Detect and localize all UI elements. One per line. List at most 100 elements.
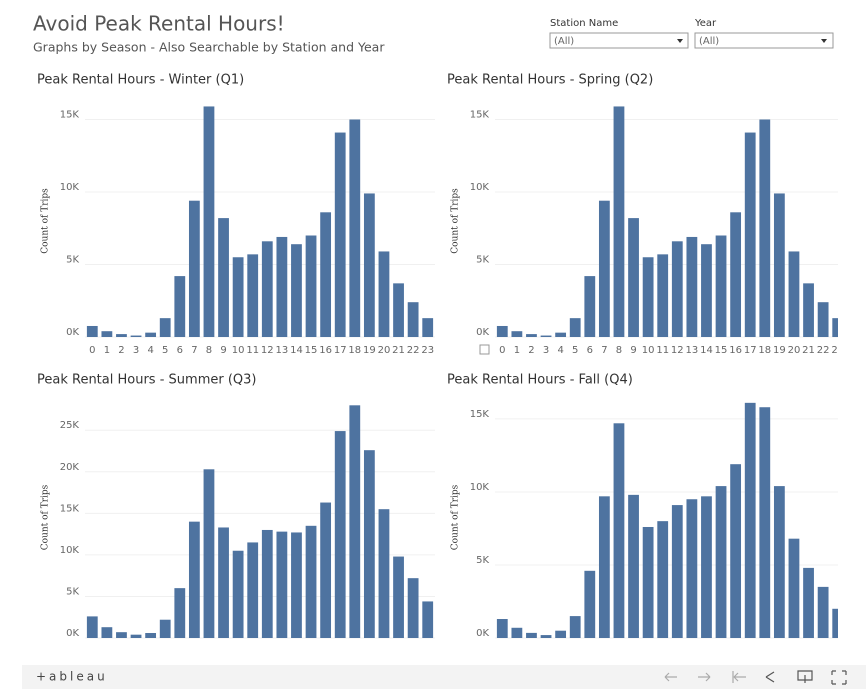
x-tick-label: 0 [89, 345, 95, 356]
x-tick-label: 15 [715, 345, 728, 356]
bar [349, 119, 361, 337]
y-tick-label: 5K [66, 255, 79, 266]
redo-icon[interactable] [698, 672, 711, 682]
y-tick-label: 15K [60, 110, 80, 121]
filter-dropdown[interactable] [549, 32, 689, 49]
dropdown-arrow [821, 39, 827, 43]
chart-title: Peak Rental Hours - Spring (Q2) [447, 73, 653, 88]
bar [642, 526, 654, 638]
filter-dropdown[interactable] [694, 32, 834, 49]
bar [305, 235, 317, 337]
y-tick-label: 0K [476, 327, 489, 338]
x-tick-label: 2 [528, 345, 534, 356]
bar [744, 132, 756, 337]
x-tick-label: 5 [162, 345, 168, 356]
bar [526, 632, 537, 638]
bar [686, 499, 698, 638]
bar [598, 496, 610, 638]
x-tick-label: 17 [744, 345, 757, 356]
x-tick-label: 1 [514, 345, 520, 356]
x-tick-label: 20 [788, 345, 801, 356]
x-tick-label: 23 [831, 345, 844, 356]
bar [145, 633, 157, 638]
bar [817, 302, 829, 337]
bar [422, 601, 434, 638]
fullscreen-icon[interactable] [831, 670, 847, 685]
bar [349, 405, 361, 638]
bar [671, 505, 683, 638]
bar [101, 331, 113, 337]
y-axis-label: Count of Trips [451, 484, 461, 550]
bar [584, 276, 596, 337]
bar [540, 335, 552, 337]
x-tick-label: 12 [671, 345, 684, 356]
bar [686, 236, 698, 337]
bar [657, 521, 669, 638]
bar [628, 218, 639, 337]
x-tick-label: 5 [572, 345, 578, 356]
bar [701, 496, 712, 638]
y-axis-label: Count of Trips [41, 188, 51, 254]
x-tick-label: 12 [261, 345, 274, 356]
x-tick-label: 11 [656, 345, 669, 356]
x-tick-label: 23 [421, 345, 434, 356]
download-icon[interactable] [797, 670, 813, 683]
y-tick-label: 10K [470, 182, 490, 193]
bar [232, 550, 244, 638]
bar [130, 634, 142, 638]
bar [86, 616, 98, 638]
bar [174, 588, 186, 638]
bar [526, 334, 537, 337]
revert-icon[interactable] [732, 671, 746, 683]
bar [261, 241, 273, 337]
x-tick-label: 15 [305, 345, 318, 356]
x-tick-label: 16 [729, 345, 742, 356]
share-icon[interactable] [765, 671, 775, 683]
bar [291, 532, 302, 638]
chart-title: Peak Rental Hours - Winter (Q1) [37, 73, 244, 88]
chart-panel: Peak Rental Hours - Fall (Q4) Count of Tr… [447, 373, 838, 639]
bar [422, 318, 434, 337]
bar [788, 538, 800, 638]
x-tick-label: 7 [601, 345, 607, 356]
x-tick-label: 4 [147, 345, 153, 356]
bar [203, 469, 215, 638]
bar [378, 251, 390, 337]
toolbar-icons [664, 670, 847, 685]
bar [407, 302, 419, 337]
x-tick-label: 10 [642, 345, 655, 356]
x-tick-label: 19 [773, 345, 786, 356]
bar [276, 236, 288, 337]
x-tick-label: 16 [319, 345, 332, 356]
y-axis-label: Count of Trips [451, 188, 461, 254]
bar [145, 332, 157, 337]
filter-label: Year [694, 18, 717, 29]
bar [159, 318, 171, 337]
bar [86, 325, 98, 337]
bar [159, 619, 171, 638]
filter-label: Station Name [550, 18, 618, 29]
x-tick-label: 2 [118, 345, 124, 356]
bar [188, 521, 200, 638]
footer-bar [22, 665, 866, 689]
x-tick-label: 11 [246, 345, 259, 356]
y-tick-label: 15K [60, 503, 80, 514]
bar [788, 251, 800, 337]
y-tick-label: 10K [60, 545, 80, 556]
undo-icon[interactable] [664, 672, 677, 682]
x-tick-label: 20 [378, 345, 391, 356]
chart-panel: Peak Rental Hours - Spring (Q2) Count of … [447, 73, 844, 356]
bar [334, 431, 346, 638]
x-tick-label: 9 [220, 345, 226, 356]
bar [247, 542, 259, 638]
bar [715, 235, 727, 337]
y-tick-label: 0K [66, 628, 79, 639]
x-tick-label: 21 [392, 345, 405, 356]
tableau-logo[interactable]: +ableau [36, 670, 108, 684]
bar [613, 423, 625, 638]
bar [569, 616, 581, 638]
y-tick-label: 10K [470, 482, 490, 493]
bar [628, 494, 639, 638]
expand-icon[interactable] [479, 344, 490, 355]
bar [378, 509, 390, 638]
